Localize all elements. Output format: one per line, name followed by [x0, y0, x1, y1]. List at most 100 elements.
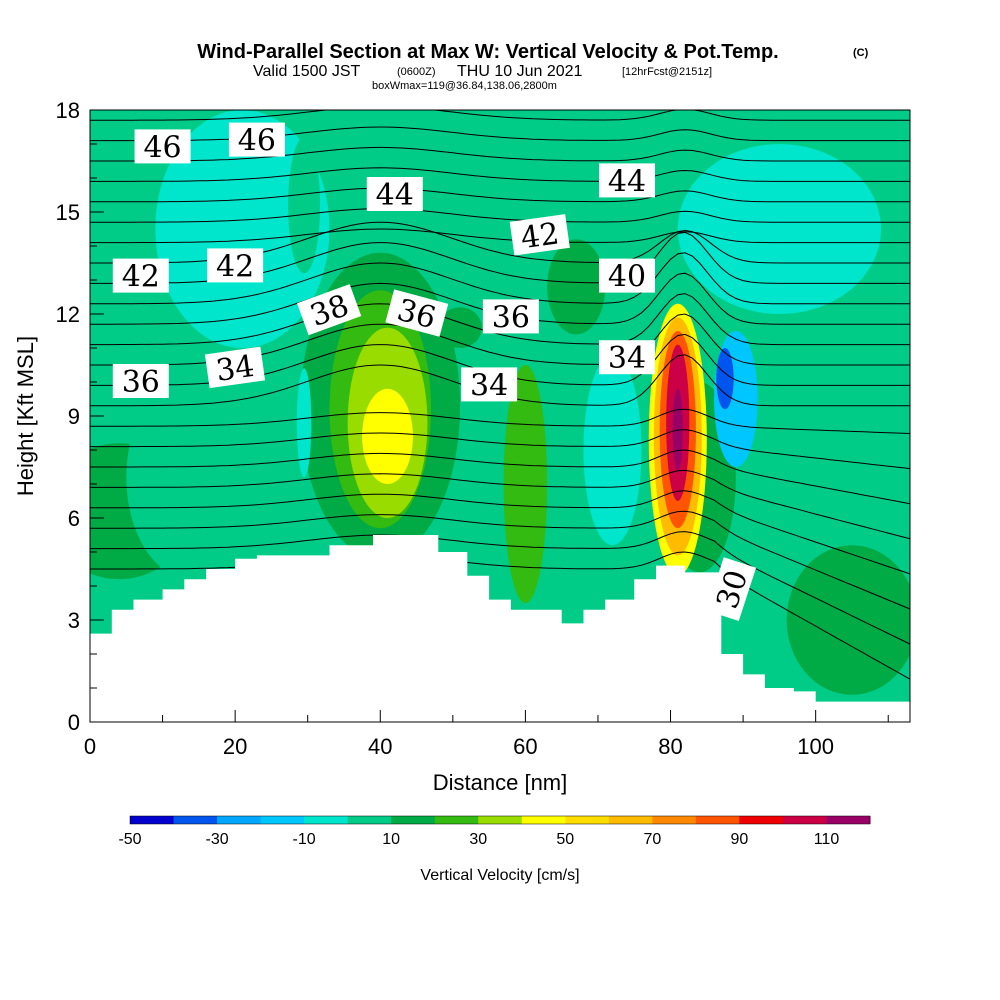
colorbar-label: 110: [814, 831, 840, 848]
theta-label-text: 44: [376, 178, 414, 213]
theta-contour-line-21: [90, 126, 910, 142]
y-axis-title: Height [Kft MSL]: [13, 336, 38, 496]
theta-label-6: 42: [509, 214, 570, 256]
colorbar-segment: [695, 816, 740, 824]
theta-contour-line-11: [90, 293, 910, 346]
colorbar-label: 30: [469, 831, 487, 848]
x-tick-label: 80: [658, 734, 682, 759]
valid-time-text: Valid 1500 JST: [253, 63, 361, 80]
colorbar-label: -10: [293, 831, 316, 848]
theta-label-box: [598, 163, 655, 198]
theta-label-box: [482, 299, 539, 334]
colorbar-segment: [434, 816, 479, 824]
colorbar-label: 50: [556, 831, 574, 848]
colorbar-segment: [347, 816, 392, 824]
theta-label-text: 34: [214, 349, 257, 389]
theta-label-box: [706, 557, 757, 621]
y-tick-label: 3: [68, 608, 80, 633]
theta-label-box: [385, 289, 449, 337]
colorbar-segment: [739, 816, 784, 824]
theta-label-box: [598, 340, 655, 375]
theta-label-box: [207, 248, 264, 283]
velocity-region-11: [547, 239, 606, 335]
theta-contour-line-22: [90, 110, 910, 121]
theta-label-1: 46: [228, 122, 285, 159]
theta-contour-line-5: [90, 449, 910, 505]
theta-label-box: [366, 177, 423, 211]
theta-label-text: 42: [216, 249, 254, 284]
theta-label-14: 34: [598, 340, 655, 376]
valid-utc-text: (0600Z): [397, 66, 436, 78]
y-tick-label: 0: [68, 710, 80, 735]
theta-label-box: [112, 364, 169, 398]
y-tick-label: 15: [56, 200, 80, 225]
vertical-velocity-fill: [90, 110, 910, 695]
colorbar-segment: [782, 816, 827, 824]
theta-label-box: [598, 258, 655, 293]
plot-area: [90, 110, 910, 722]
colorbar-frame: [129, 815, 871, 825]
velocity-region-13: [597, 385, 627, 502]
theta-label-7: 40: [598, 258, 655, 295]
velocity-region-9: [438, 307, 482, 348]
x-tick-label: 100: [797, 734, 834, 759]
theta-contour-line-20: [90, 146, 910, 162]
theta-label-box: [461, 367, 518, 402]
theta-label-text: 44: [608, 164, 646, 199]
valid-date-text: THU 10 Jun 2021: [457, 63, 583, 80]
colorbar-segment: [608, 816, 653, 824]
colorbar-label: 10: [382, 831, 400, 848]
theta-label-box: [134, 129, 191, 164]
theta-label-10: 36: [482, 299, 539, 335]
velocity-region-14: [296, 368, 312, 478]
colorbar-segment: [217, 816, 262, 824]
x-tick-label: 40: [368, 734, 392, 759]
colorbar-title: Vertical Velocity [cm/s]: [420, 867, 579, 884]
theta-label-text: 34: [608, 341, 646, 376]
theta-contour-line-7: [90, 408, 910, 434]
theta-contour-line-2: [90, 510, 910, 610]
theta-label-box: [297, 284, 362, 336]
colorbar-segment: [304, 816, 349, 824]
theta-contour-line-0: [90, 551, 910, 680]
theta-contour-line-19: [90, 167, 910, 182]
theta-label-box: [509, 214, 570, 256]
y-tick-label: 9: [68, 404, 80, 429]
velocity-region-1: [677, 144, 881, 314]
theta-label-2: 44: [366, 177, 423, 213]
x-axis-title: Distance [nm]: [433, 770, 568, 795]
theta-label-4: 42: [112, 258, 169, 295]
theta-label-text: 36: [122, 365, 160, 400]
theta-label-5: 42: [207, 248, 264, 284]
theta-label-box: [204, 346, 266, 389]
theta-label-15: 30: [706, 557, 757, 621]
theta-contour-line-13: [90, 252, 910, 305]
theta-label-text: 42: [519, 216, 562, 256]
potential-temperature-contours: [90, 110, 910, 680]
colorbar-segment: [521, 816, 566, 824]
velocity-region-0: [155, 110, 330, 348]
theta-contour-line-17: [90, 208, 910, 223]
theta-label-13: 34: [461, 367, 518, 403]
theta-label-text: 34: [470, 368, 508, 403]
copyright-mark: (C): [853, 47, 869, 59]
theta-label-text: 46: [143, 130, 181, 165]
colorbar-label: 90: [731, 831, 749, 848]
theta-label-3: 44: [598, 163, 655, 199]
terrain-mask: [90, 535, 910, 722]
colorbar-segment: [391, 816, 436, 824]
theta-label-0: 46: [134, 129, 191, 165]
box-info-text: boxWmax=119@36.84,138.06,2800m: [372, 80, 557, 92]
theta-label-text: 46: [238, 124, 276, 159]
y-tick-label: 18: [56, 98, 80, 123]
forecast-info-text: [12hrFcst@2151z]: [622, 66, 712, 78]
y-tick-label: 12: [56, 302, 80, 327]
colorbar-segment: [652, 816, 697, 824]
colorbar-segment: [826, 816, 871, 824]
theta-label-box: [112, 258, 169, 293]
colorbar-segment: [565, 816, 610, 824]
velocity-region-4: [288, 137, 321, 274]
colorbar-label: -30: [205, 831, 228, 848]
